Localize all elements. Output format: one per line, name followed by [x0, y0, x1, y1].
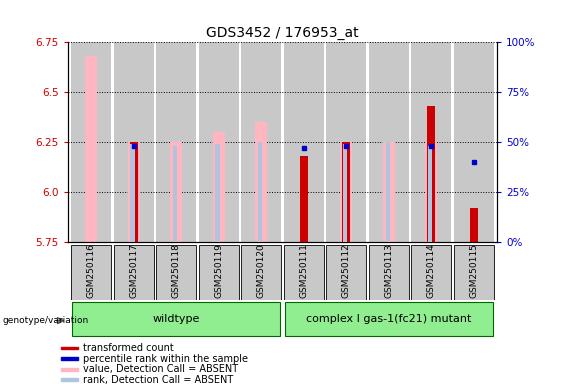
FancyBboxPatch shape — [326, 245, 367, 300]
Bar — [454, 42, 494, 242]
FancyBboxPatch shape — [114, 245, 154, 300]
FancyBboxPatch shape — [368, 245, 409, 300]
Bar — [131, 144, 134, 242]
Bar — [300, 156, 307, 242]
FancyBboxPatch shape — [454, 245, 494, 300]
Text: GSM250117: GSM250117 — [129, 243, 138, 298]
Text: GSM250118: GSM250118 — [172, 243, 181, 298]
Bar — [71, 42, 111, 242]
Text: genotype/variation: genotype/variation — [3, 316, 89, 325]
Bar — [255, 122, 267, 242]
Bar — [156, 42, 197, 242]
FancyBboxPatch shape — [198, 245, 239, 300]
Text: GSM250114: GSM250114 — [427, 243, 436, 298]
Bar — [258, 142, 262, 242]
Bar — [383, 142, 395, 242]
FancyBboxPatch shape — [156, 245, 197, 300]
Title: GDS3452 / 176953_at: GDS3452 / 176953_at — [206, 26, 359, 40]
Bar — [170, 142, 182, 242]
Text: GSM250119: GSM250119 — [214, 243, 223, 298]
Bar — [61, 368, 78, 371]
Text: percentile rank within the sample: percentile rank within the sample — [83, 354, 248, 364]
Text: transformed count: transformed count — [83, 343, 174, 353]
Text: rank, Detection Call = ABSENT: rank, Detection Call = ABSENT — [83, 375, 233, 384]
Bar — [342, 142, 350, 242]
Bar — [340, 142, 352, 242]
Bar — [61, 357, 78, 360]
FancyBboxPatch shape — [72, 302, 280, 336]
Bar — [343, 144, 347, 242]
Bar — [428, 146, 432, 242]
Text: GSM250115: GSM250115 — [470, 243, 479, 298]
Text: wildtype: wildtype — [153, 314, 200, 324]
Bar — [428, 106, 435, 242]
Bar — [241, 42, 281, 242]
Bar — [130, 142, 137, 242]
Text: value, Detection Call = ABSENT: value, Detection Call = ABSENT — [83, 364, 238, 374]
Bar — [470, 208, 477, 242]
Bar — [198, 42, 239, 242]
Bar — [411, 42, 451, 242]
FancyBboxPatch shape — [71, 245, 111, 300]
Bar — [284, 42, 324, 242]
Bar — [368, 42, 409, 242]
Bar — [85, 56, 97, 242]
FancyBboxPatch shape — [241, 245, 281, 300]
Text: complex I gas-1(fc21) mutant: complex I gas-1(fc21) mutant — [306, 314, 471, 324]
FancyBboxPatch shape — [411, 245, 451, 300]
FancyBboxPatch shape — [285, 302, 493, 336]
Bar — [425, 142, 437, 242]
Bar — [215, 144, 220, 242]
Bar — [385, 142, 390, 242]
Bar — [326, 42, 367, 242]
Text: GSM250113: GSM250113 — [384, 243, 393, 298]
Bar — [114, 42, 154, 242]
Bar — [213, 132, 225, 242]
Text: GSM250111: GSM250111 — [299, 243, 308, 298]
Bar — [128, 142, 140, 242]
Bar — [61, 347, 78, 349]
Bar — [173, 146, 177, 242]
Text: GSM250116: GSM250116 — [86, 243, 95, 298]
FancyBboxPatch shape — [284, 245, 324, 300]
Text: GSM250120: GSM250120 — [257, 243, 266, 298]
Text: GSM250112: GSM250112 — [342, 243, 351, 298]
Bar — [61, 379, 78, 381]
